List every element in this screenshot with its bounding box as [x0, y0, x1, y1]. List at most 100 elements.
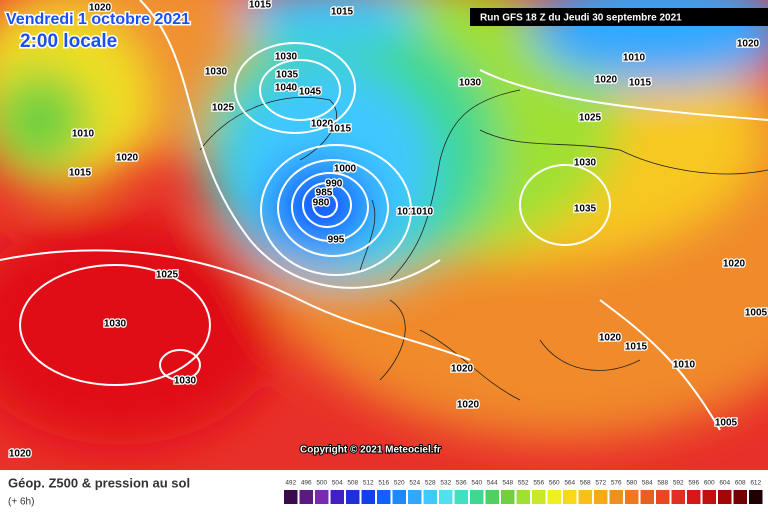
isobar-label: 1015 [329, 124, 352, 135]
scale-swatch [501, 490, 515, 504]
scale-label: 608 [735, 480, 746, 487]
scale-swatch [361, 490, 375, 504]
scale-swatch [578, 490, 592, 504]
scale-swatch [702, 490, 716, 504]
run-banner [470, 8, 768, 26]
scale-swatch [687, 490, 701, 504]
isobar-label: 1000 [334, 164, 357, 175]
scale-label: 528 [425, 480, 436, 487]
scale-label: 600 [704, 480, 715, 487]
scale-label: 556 [533, 480, 544, 487]
isobar-label: 1025 [212, 103, 235, 114]
scale-swatch [609, 490, 623, 504]
isobar-label: 1020 [9, 449, 32, 460]
scale-label: 544 [487, 480, 498, 487]
scale-label: 532 [440, 480, 451, 487]
color-scale: 492 496 500 504 508 512 516 520 524 528 532 536 540 5… [284, 480, 763, 504]
isobar-label: 1040 [275, 83, 298, 94]
scale-label: 572 [595, 480, 606, 487]
scale-label: 500 [316, 480, 327, 487]
isobar [277, 159, 389, 257]
isobar-label: 1020 [599, 333, 622, 344]
isobar-label: 1015 [331, 7, 354, 18]
scale-swatch [532, 490, 546, 504]
scale-swatch [516, 490, 530, 504]
isobar [259, 59, 341, 121]
scale-label: 592 [673, 480, 684, 487]
scale-swatch [330, 490, 344, 504]
scale-swatch [671, 490, 685, 504]
isobar-label: 1030 [574, 158, 597, 169]
scale-label: 564 [564, 480, 575, 487]
scale-label: 580 [626, 480, 637, 487]
scale-swatch [718, 490, 732, 504]
scale-swatch [315, 490, 329, 504]
map-time: 2:00 locale [20, 31, 117, 52]
coastline [199, 97, 337, 161]
isobar-label: 1020 [311, 119, 334, 130]
isobar-label: 1030 [104, 319, 127, 330]
scale-label: 612 [750, 480, 761, 487]
isobar-label: 1010 [673, 360, 696, 371]
scale-label: 496 [301, 480, 312, 487]
scale-label: 604 [719, 480, 730, 487]
isobar-label: 1010 [72, 129, 95, 140]
isobar-label: 990 [326, 179, 343, 190]
scale-swatch [470, 490, 484, 504]
isobar-label: 1015 [69, 168, 92, 179]
isobars [0, 0, 768, 431]
isobar-label: 1010 [411, 207, 434, 218]
isobar-label: 1015 [629, 78, 652, 89]
scale-label: 576 [611, 480, 622, 487]
scale-label: 524 [409, 480, 420, 487]
scale-label: 584 [642, 480, 653, 487]
isobar [519, 164, 611, 246]
scale-label: 540 [471, 480, 482, 487]
isobar-label: 995 [328, 235, 345, 246]
map-background [0, 0, 768, 470]
isobar-label: 1035 [276, 70, 299, 81]
isobar [0, 249, 471, 361]
scale-label: 536 [456, 480, 467, 487]
isobar-label: 1025 [156, 270, 179, 281]
isobar-label: 1020 [89, 3, 112, 14]
isobar [302, 182, 352, 228]
isobar [139, 0, 441, 289]
scale-label: 588 [657, 480, 668, 487]
isobar-label: 1020 [457, 400, 480, 411]
coastline [479, 129, 768, 175]
scale-label: 548 [502, 480, 513, 487]
isobar-label: 1010 [397, 207, 420, 218]
isobar-label: 1020 [451, 364, 474, 375]
isobar-label: 1035 [574, 204, 597, 215]
scale-label: 492 [285, 480, 296, 487]
isobar-label: 1020 [737, 39, 760, 50]
scale-swatch [749, 490, 763, 504]
scale-label: 568 [580, 480, 591, 487]
isobar-label: 1030 [275, 52, 298, 63]
isobar-label: 980 [313, 198, 330, 209]
scale-swatch [563, 490, 577, 504]
scale-swatch [408, 490, 422, 504]
scale-swatch [594, 490, 608, 504]
isobar-label: 1030 [205, 67, 228, 78]
isobar-label: 1020 [116, 153, 139, 164]
field-blob [240, 0, 420, 45]
scale-swatch [423, 490, 437, 504]
geopotential-field [0, 0, 768, 445]
field-blob [0, 70, 90, 170]
copyright: Copyright © 2021 Meteociel.fr [300, 445, 441, 456]
scale-swatch [625, 490, 639, 504]
isobar-label: 1025 [579, 113, 602, 124]
footer-step: (+ 6h) [8, 497, 34, 508]
isobar-label: 1020 [595, 75, 618, 86]
scale-swatch [454, 490, 468, 504]
isobar [159, 349, 201, 381]
isobar-label: 1010 [623, 53, 646, 64]
scale-swatch [656, 490, 670, 504]
isobar-label: 1005 [745, 308, 768, 319]
run-label: Run GFS 18 Z du Jeudi 30 septembre 2021 [480, 13, 682, 24]
isobar [291, 172, 369, 242]
